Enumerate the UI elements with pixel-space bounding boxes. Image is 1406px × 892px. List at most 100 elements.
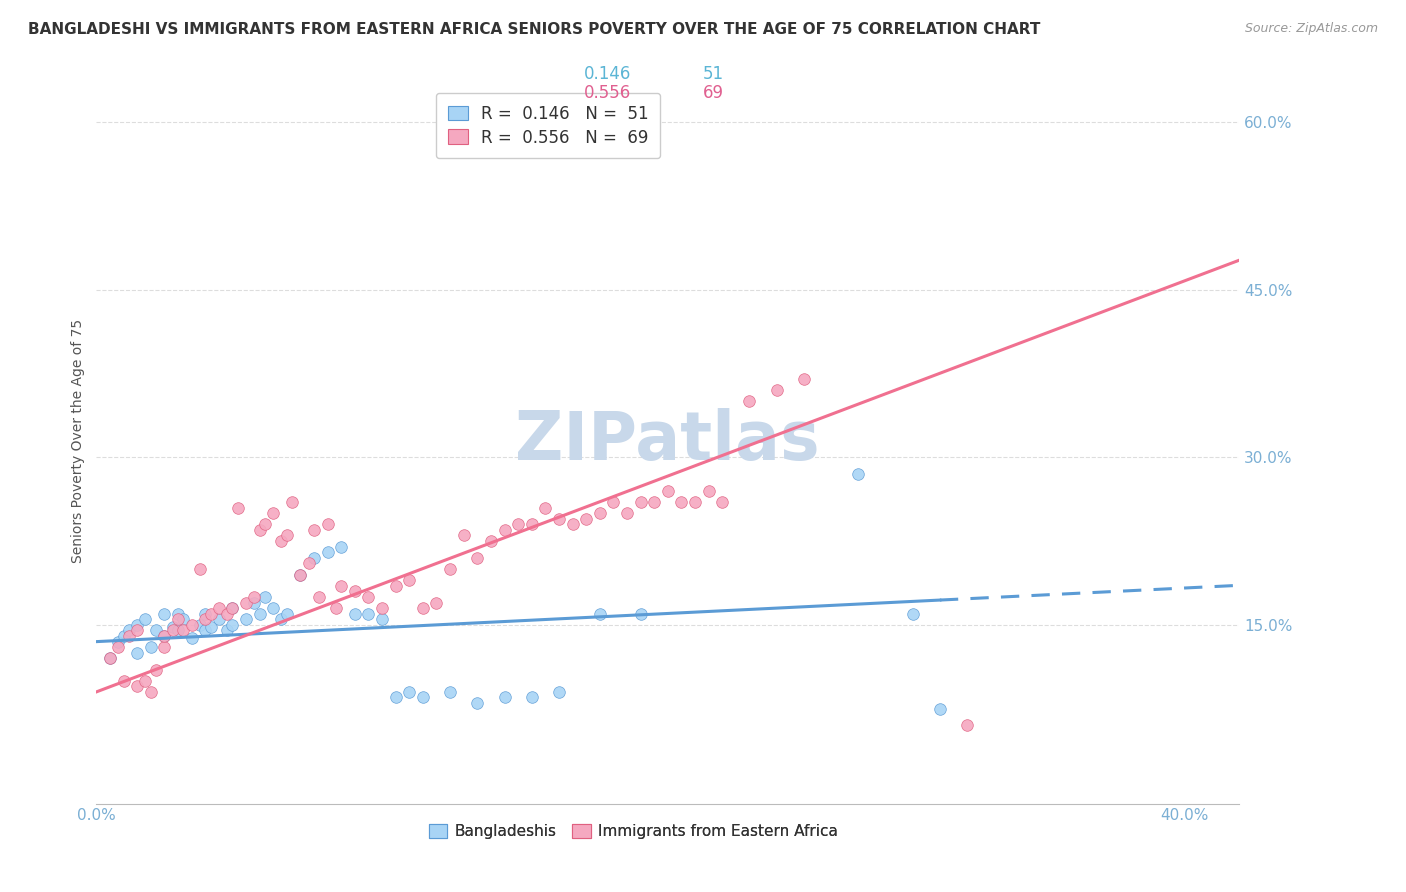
Point: [846, 467, 869, 481]
Point: [167, 607, 190, 621]
Point: [134, 673, 156, 688]
Point: [738, 394, 761, 409]
Point: [134, 612, 156, 626]
Text: 51: 51: [703, 65, 724, 83]
Point: [98, 651, 121, 665]
Point: [249, 523, 271, 537]
Point: [425, 595, 447, 609]
Point: [453, 528, 475, 542]
Point: [589, 506, 612, 520]
Point: [226, 500, 249, 515]
Point: [343, 607, 366, 621]
Legend: Bangladeshis, Immigrants from Eastern Africa: Bangladeshis, Immigrants from Eastern Af…: [422, 816, 845, 847]
Point: [520, 690, 543, 705]
Point: [343, 584, 366, 599]
Point: [188, 562, 211, 576]
Point: [118, 629, 141, 643]
Point: [412, 601, 434, 615]
Point: [127, 624, 149, 638]
Y-axis label: Seniors Poverty Over the Age of 75: Seniors Poverty Over the Age of 75: [72, 318, 86, 563]
Point: [643, 495, 665, 509]
Point: [127, 679, 149, 693]
Point: [683, 495, 706, 509]
Point: [215, 624, 238, 638]
Point: [398, 685, 420, 699]
Point: [172, 612, 194, 626]
Point: [616, 506, 638, 520]
Point: [357, 590, 380, 604]
Point: [371, 601, 394, 615]
Point: [112, 629, 135, 643]
Point: [316, 545, 339, 559]
Point: [172, 624, 194, 638]
Point: [243, 595, 266, 609]
Point: [297, 557, 319, 571]
Point: [384, 690, 406, 705]
Point: [956, 718, 979, 732]
Point: [107, 634, 129, 648]
Point: [162, 620, 184, 634]
Point: [208, 601, 231, 615]
Point: [671, 495, 693, 509]
Point: [520, 517, 543, 532]
Point: [188, 618, 211, 632]
Point: [270, 612, 292, 626]
Point: [153, 607, 176, 621]
Point: [235, 612, 257, 626]
Point: [561, 517, 583, 532]
Point: [290, 567, 312, 582]
Point: [330, 579, 353, 593]
Point: [371, 612, 394, 626]
Point: [215, 607, 238, 621]
Point: [398, 573, 420, 587]
Text: ZIPatlas: ZIPatlas: [516, 408, 820, 474]
Point: [276, 528, 298, 542]
Point: [465, 696, 488, 710]
Point: [153, 629, 176, 643]
Point: [508, 517, 530, 532]
Point: [180, 618, 202, 632]
Point: [439, 562, 461, 576]
Point: [308, 590, 330, 604]
Point: [630, 495, 652, 509]
Point: [548, 512, 571, 526]
Point: [194, 624, 217, 638]
Text: 0.146: 0.146: [583, 65, 631, 83]
Point: [384, 579, 406, 593]
Point: [711, 495, 734, 509]
Point: [494, 523, 516, 537]
Point: [765, 384, 787, 398]
Point: [270, 534, 292, 549]
Point: [180, 632, 202, 646]
Point: [112, 673, 135, 688]
Point: [145, 624, 167, 638]
Point: [235, 595, 257, 609]
Point: [357, 607, 380, 621]
Point: [107, 640, 129, 655]
Point: [602, 495, 624, 509]
Point: [534, 500, 557, 515]
Point: [139, 685, 162, 699]
Point: [697, 483, 720, 498]
Point: [167, 624, 190, 638]
Point: [325, 601, 347, 615]
Point: [194, 607, 217, 621]
Point: [145, 663, 167, 677]
Point: [479, 534, 502, 549]
Point: [153, 629, 176, 643]
Point: [793, 372, 815, 386]
Point: [465, 550, 488, 565]
Point: [221, 618, 243, 632]
Point: [249, 607, 271, 621]
Point: [254, 590, 277, 604]
Point: [589, 607, 612, 621]
Point: [98, 651, 121, 665]
Point: [254, 517, 277, 532]
Point: [208, 612, 231, 626]
Point: [302, 550, 325, 565]
Point: [153, 640, 176, 655]
Point: [901, 607, 924, 621]
Point: [657, 483, 679, 498]
Point: [494, 690, 516, 705]
Point: [127, 646, 149, 660]
